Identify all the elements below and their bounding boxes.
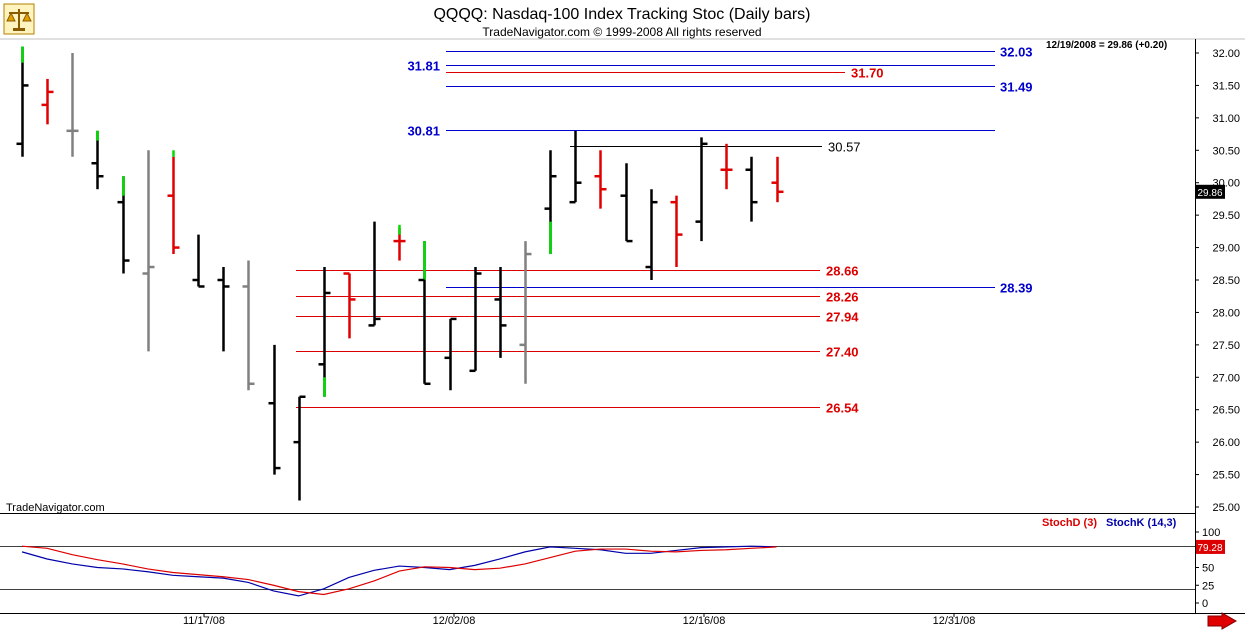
ohlc-bar	[695, 137, 708, 242]
level-left-label: 31.81	[407, 59, 440, 74]
level-label: 27.40	[826, 345, 859, 360]
price-tick-label: 28.00	[1212, 307, 1240, 319]
time-axis: 11/17/08 12/02/08 12/16/08 12/31/08	[183, 613, 975, 627]
ohlc-bar	[418, 241, 431, 386]
price-tick-label: 25.00	[1212, 502, 1240, 514]
stoch-d-legend: StochD (3)	[1042, 517, 1097, 529]
level-label: 28.26	[826, 290, 859, 305]
price-tick-label: 31.50	[1212, 80, 1240, 92]
last-quote-text: 12/19/2008 = 29.86 (+0.20)	[1046, 40, 1167, 51]
ohlc-bar	[444, 317, 457, 391]
level-label: 28.39	[1000, 281, 1033, 296]
price-tick-label: 26.50	[1212, 405, 1240, 417]
price-tick-label: 27.00	[1212, 372, 1240, 384]
ohlc-bar	[142, 150, 155, 352]
copyright-text: TradeNavigator.com © 1999-2008 All right…	[482, 25, 761, 39]
time-tick-label: 11/17/08	[183, 615, 225, 627]
level-label: 31.49	[1000, 80, 1033, 95]
time-tick-label: 12/31/08	[933, 615, 976, 627]
ohlc-bar	[41, 78, 54, 125]
price-tick-label: 28.50	[1212, 275, 1240, 287]
stoch-d-line	[21, 545, 777, 596]
price-tick-label: 26.00	[1212, 437, 1240, 449]
stoch-k-legend: StochK (14,3)	[1106, 517, 1177, 529]
level-label: 30.57	[828, 140, 861, 155]
ohlc-bar	[91, 130, 104, 190]
ohlc-bar	[242, 260, 255, 391]
ohlc-bar	[594, 150, 607, 209]
ohlc-bar	[720, 143, 733, 190]
level-label: 26.54	[826, 401, 859, 416]
ohlc-bar	[519, 241, 532, 384]
stoch-k-line	[21, 545, 777, 597]
watermark-text: TradeNavigator.com	[6, 502, 105, 514]
ohlc-bar	[217, 267, 230, 352]
stoch-tick-label: 50	[1202, 563, 1214, 575]
price-tick-label: 31.00	[1212, 113, 1240, 125]
ohlc-bar	[268, 344, 281, 475]
level-label: 32.03	[1000, 45, 1033, 60]
ohlc-bar	[771, 156, 784, 203]
ohlc-bar	[368, 221, 381, 327]
ohlc-bar	[318, 267, 331, 397]
stochastic-pane: 0255075100StochD (3)StochK (14,3)79.28	[0, 517, 1225, 610]
price-axis: 25.00 25.50 26.00 26.50 27.00 27.50 28.00 28.50…	[1195, 48, 1240, 514]
level-lines: 32.03 31.81 31.70 31.49 30.81 30.57 28.66 28.39…	[296, 45, 1033, 416]
stoch-last-label: 79.28	[1197, 543, 1222, 554]
ohlc-bar	[620, 163, 633, 243]
ohlc-bar	[494, 267, 507, 358]
ohlc-bar	[544, 150, 557, 255]
price-tick-label: 29.00	[1212, 243, 1240, 255]
scroll-right-arrow-icon[interactable]	[1207, 612, 1238, 630]
stoch-tick-label: 0	[1202, 598, 1208, 610]
price-bars	[16, 46, 784, 501]
stoch-tick-label: 25	[1202, 580, 1214, 592]
time-tick-label: 12/16/08	[683, 615, 726, 627]
last-price-box	[1196, 184, 1225, 199]
ohlc-bar	[293, 395, 306, 501]
ohlc-bar	[670, 195, 683, 268]
price-tick-label: 27.50	[1212, 340, 1240, 352]
ohlc-bar	[645, 189, 658, 280]
price-tick-label: 29.50	[1212, 210, 1240, 222]
stoch-tick-label: 100	[1202, 527, 1220, 539]
chart-title: QQQQ: Nasdaq-100 Index Tracking Stoc (Da…	[433, 6, 810, 23]
ohlc-bar	[393, 224, 406, 261]
ohlc-bar	[66, 53, 79, 157]
ohlc-bar	[469, 267, 482, 373]
stoch-last-box	[1196, 539, 1225, 554]
ohlc-bar	[167, 150, 180, 255]
level-label: 28.66	[826, 264, 859, 279]
price-tick-label: 32.00	[1212, 48, 1240, 60]
ohlc-bar	[745, 156, 758, 222]
level-label: 31.70	[851, 66, 884, 81]
ohlc-bar	[569, 130, 582, 204]
level-label: 27.94	[826, 310, 859, 325]
price-tick-label: 30.50	[1212, 145, 1240, 157]
last-price-label: 29.86	[1197, 188, 1222, 199]
ohlc-bar	[16, 46, 29, 157]
ohlc-bar	[117, 176, 130, 274]
price-tick-label: 25.50	[1212, 470, 1240, 482]
scales-logo-icon	[3, 3, 35, 35]
ohlc-bar	[343, 272, 356, 339]
time-tick-label: 12/02/08	[433, 615, 476, 627]
level-left-label: 30.81	[407, 124, 440, 139]
ohlc-bar	[192, 234, 205, 288]
